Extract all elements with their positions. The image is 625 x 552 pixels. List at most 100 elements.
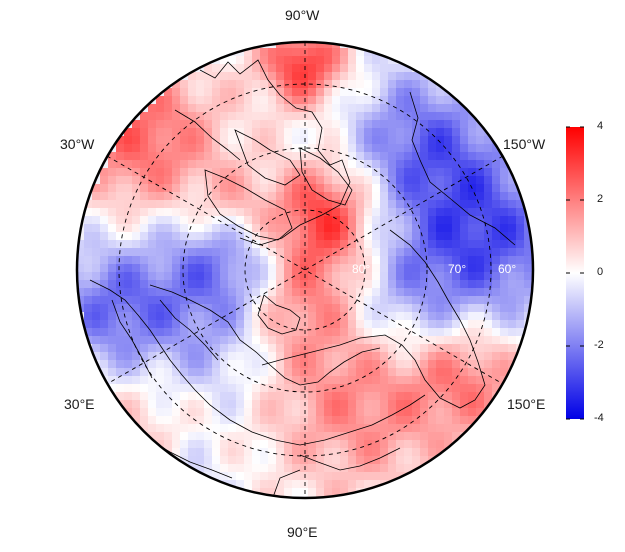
field-cell	[204, 400, 212, 408]
field-cell	[284, 376, 292, 384]
field-cell	[100, 240, 108, 248]
field-cell	[436, 272, 444, 280]
field-cell	[356, 200, 364, 208]
field-cell	[212, 336, 220, 344]
field-cell	[284, 408, 292, 416]
field-cell	[124, 256, 132, 264]
field-cell	[468, 384, 476, 392]
field-cell	[404, 176, 412, 184]
field-cell	[252, 256, 260, 264]
field-cell	[196, 296, 204, 304]
field-cell	[508, 248, 516, 256]
field-cell	[228, 104, 236, 112]
field-cell	[372, 272, 380, 280]
field-cell	[108, 344, 116, 352]
field-cell	[292, 416, 300, 424]
field-cell	[268, 272, 276, 280]
field-cell	[372, 296, 380, 304]
field-cell	[324, 456, 332, 464]
field-cell	[412, 208, 420, 216]
field-cell	[276, 256, 284, 264]
field-cell	[420, 160, 428, 168]
field-cell	[308, 240, 316, 248]
field-cell	[236, 424, 244, 432]
field-cell	[300, 328, 308, 336]
field-cell	[188, 408, 196, 416]
field-cell	[196, 216, 204, 224]
field-cell	[484, 296, 492, 304]
field-cell	[428, 224, 436, 232]
field-cell	[468, 432, 476, 440]
field-cell	[124, 304, 132, 312]
field-cell	[396, 208, 404, 216]
field-cell	[300, 160, 308, 168]
field-cell	[124, 152, 132, 160]
field-cell	[212, 304, 220, 312]
field-cell	[332, 88, 340, 96]
field-cell	[116, 192, 124, 200]
field-cell	[348, 200, 356, 208]
field-cell	[324, 112, 332, 120]
field-cell	[412, 176, 420, 184]
field-cell	[412, 152, 420, 160]
field-cell	[316, 488, 324, 496]
field-cell	[340, 120, 348, 128]
field-cell	[332, 96, 340, 104]
field-cell	[460, 160, 468, 168]
field-cell	[348, 152, 356, 160]
field-cell	[284, 104, 292, 112]
field-cell	[252, 288, 260, 296]
field-cell	[164, 112, 172, 120]
field-cell	[212, 288, 220, 296]
field-cell	[204, 464, 212, 472]
field-cell	[420, 136, 428, 144]
field-cell	[124, 280, 132, 288]
field-cell	[84, 328, 92, 336]
field-cell	[228, 392, 236, 400]
field-cell	[348, 408, 356, 416]
field-cell	[532, 312, 533, 320]
field-cell	[444, 152, 452, 160]
field-cell	[348, 208, 356, 216]
field-cell	[132, 152, 140, 160]
field-cell	[364, 264, 372, 272]
field-cell	[444, 416, 452, 424]
field-cell	[148, 408, 156, 416]
field-cell	[228, 288, 236, 296]
field-cell	[356, 480, 364, 488]
field-cell	[308, 248, 316, 256]
field-cell	[420, 120, 428, 128]
field-cell	[260, 480, 268, 488]
field-cell	[84, 280, 92, 288]
field-cell	[348, 264, 356, 272]
field-cell	[388, 168, 396, 176]
field-cell	[236, 256, 244, 264]
field-cell	[412, 288, 420, 296]
field-cell	[308, 400, 316, 408]
field-cell	[268, 472, 276, 480]
field-cell	[372, 424, 380, 432]
field-cell	[356, 456, 364, 464]
field-cell	[252, 216, 260, 224]
field-cell	[452, 424, 460, 432]
field-cell	[260, 440, 268, 448]
field-cell	[372, 112, 380, 120]
field-cell	[316, 304, 324, 312]
field-cell	[348, 312, 356, 320]
field-cell	[220, 256, 228, 264]
field-cell	[468, 280, 476, 288]
field-cell	[140, 112, 148, 120]
field-cell	[444, 248, 452, 256]
field-cell	[444, 352, 452, 360]
field-cell	[276, 136, 284, 144]
field-cell	[492, 144, 500, 152]
field-cell	[404, 336, 412, 344]
field-cell	[220, 160, 228, 168]
field-cell	[140, 384, 148, 392]
field-cell	[428, 88, 436, 96]
field-cell	[396, 200, 404, 208]
field-cell	[348, 280, 356, 288]
field-cell	[300, 336, 308, 344]
field-cell	[228, 456, 236, 464]
field-cell	[420, 200, 428, 208]
